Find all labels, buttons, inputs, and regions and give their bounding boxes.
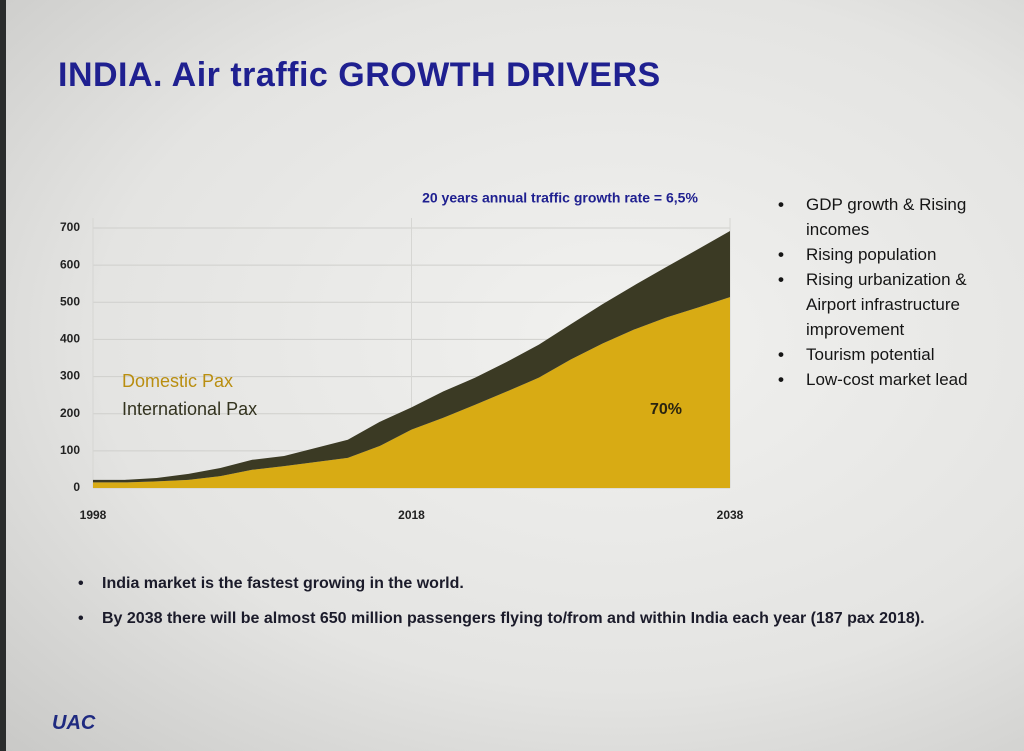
share-annotation: 70% [650, 401, 682, 418]
driver-list: GDP growth & Rising incomesRising popula… [776, 192, 1001, 392]
slide: INDIA. Air traffic GROWTH DRIVERS GDP gr… [6, 0, 1024, 751]
y-tick-label: 300 [60, 369, 80, 383]
slide-title: INDIA. Air traffic GROWTH DRIVERS [58, 56, 661, 94]
driver-item: Tourism potential [776, 342, 1001, 367]
area [93, 297, 730, 488]
legend-label: Domestic Pax [122, 371, 233, 391]
x-tick-label: 2038 [717, 508, 744, 522]
driver-item: Rising population [776, 242, 1001, 267]
y-tick-label: 600 [60, 257, 80, 271]
chart-subtitle: 20 years annual traffic growth rate = 6,… [422, 190, 698, 206]
y-tick-label: 100 [60, 443, 80, 457]
note-item: India market is the fastest growing in t… [76, 572, 976, 595]
driver-item: Rising urbanization & Airport infrastruc… [776, 267, 1001, 342]
x-tick-label: 2018 [398, 508, 425, 522]
y-tick-label: 200 [60, 406, 80, 420]
legend-label: International Pax [122, 399, 257, 419]
logo: UAC [52, 712, 96, 734]
y-tick-label: 700 [60, 220, 80, 234]
note-list: India market is the fastest growing in t… [76, 572, 976, 642]
driver-item: Low-cost market lead [776, 367, 1001, 392]
x-tick-label: 1998 [80, 508, 107, 522]
y-tick-label: 400 [60, 332, 80, 346]
y-tick-label: 0 [73, 480, 80, 494]
driver-item: GDP growth & Rising incomes [776, 192, 1001, 242]
y-tick-label: 500 [60, 294, 80, 308]
note-item: By 2038 there will be almost 650 million… [76, 607, 976, 630]
